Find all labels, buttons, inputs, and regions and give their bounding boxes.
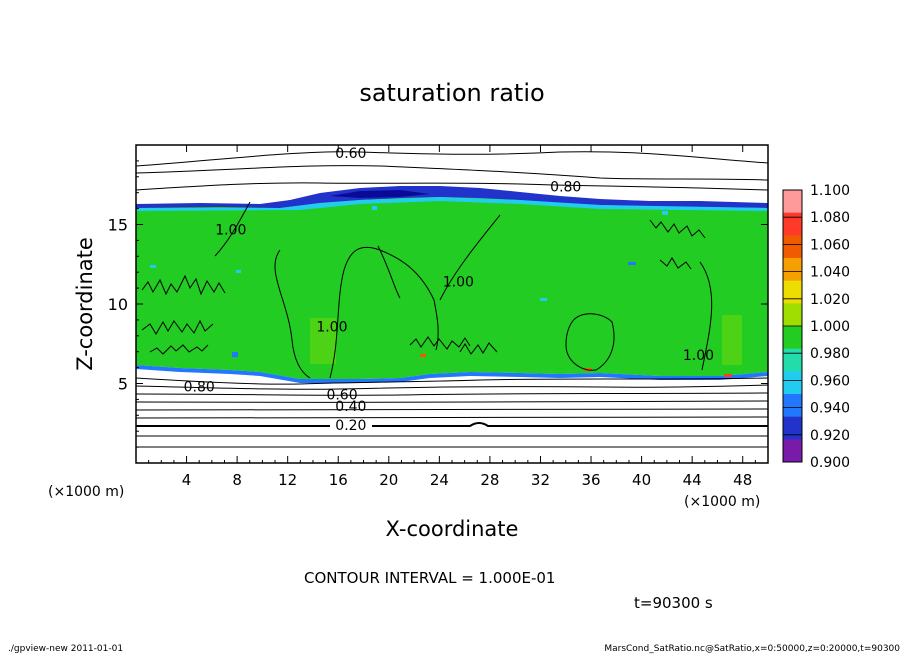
y-axis-label: Z-coordinate bbox=[73, 237, 97, 371]
y-tick-label: 10 bbox=[108, 295, 128, 314]
x-axis: 4 8 12 16 20 24 28 32 36 40 44 48 bbox=[148, 145, 756, 489]
x-tick-label: 4 bbox=[182, 471, 192, 489]
colorbar-label: 1.040 bbox=[810, 265, 850, 281]
colorbar-label: 1.000 bbox=[810, 319, 850, 335]
x-tick-label: 48 bbox=[733, 471, 752, 489]
x-tick-label: 40 bbox=[632, 471, 651, 489]
colorbar-swatch bbox=[783, 303, 802, 327]
colorbar-label: 1.020 bbox=[810, 292, 850, 308]
colorbar-swatch bbox=[783, 394, 802, 418]
footer-right: MarsCond_SatRatio.nc@SatRatio,x=0:50000,… bbox=[604, 644, 900, 654]
contour-label: 0.80 bbox=[550, 179, 581, 195]
colorbar-swatch bbox=[783, 371, 802, 395]
y-axis: 5 10 15 bbox=[108, 160, 768, 448]
contour-label: 0.60 bbox=[326, 388, 357, 404]
x-tick-label: 28 bbox=[480, 471, 499, 489]
dry-band-top bbox=[136, 186, 768, 208]
x-tick-label: 8 bbox=[232, 471, 242, 489]
colorbar-swatch bbox=[783, 439, 802, 463]
x-tick-label: 12 bbox=[278, 471, 297, 489]
x-axis-label: X-coordinate bbox=[386, 517, 519, 541]
contour-label: 1.00 bbox=[443, 275, 474, 291]
contour-label: 0.60 bbox=[335, 146, 366, 162]
colorbar-label: 0.940 bbox=[810, 401, 850, 417]
contour-label: 0.20 bbox=[335, 418, 366, 434]
contour-label: 0.80 bbox=[184, 380, 215, 396]
dry-band-bottom bbox=[136, 365, 768, 383]
contour-interval: CONTOUR INTERVAL = 1.000E-01 bbox=[304, 569, 555, 587]
x-tick-label: 20 bbox=[379, 471, 398, 489]
contour-label: 1.00 bbox=[215, 222, 246, 238]
colorbar-swatch bbox=[783, 348, 802, 372]
colorbar-swatch bbox=[783, 258, 802, 282]
chart-title: saturation ratio bbox=[359, 79, 544, 107]
colorbar-swatch bbox=[783, 280, 802, 304]
contour-label: 1.00 bbox=[316, 319, 347, 335]
colorbar-swatch bbox=[783, 190, 802, 214]
colorbar-swatch bbox=[783, 416, 802, 440]
colorbar-swatch bbox=[783, 326, 802, 350]
contour-label: 1.00 bbox=[683, 348, 714, 364]
time-stamp: t=90300 s bbox=[634, 594, 713, 612]
contour-label-layer: 0.600.801.001.001.001.000.80 0.600.400.20 bbox=[184, 146, 714, 434]
dry-band-top-core bbox=[330, 190, 430, 198]
x-tick-label: 32 bbox=[531, 471, 550, 489]
x-tick-label: 36 bbox=[581, 471, 600, 489]
dry-band-top-edge bbox=[136, 197, 768, 211]
saturation-field bbox=[136, 190, 768, 379]
colorbar-label: 1.100 bbox=[810, 183, 850, 199]
y-tick-label: 15 bbox=[108, 216, 128, 235]
colorbar-label: 0.980 bbox=[810, 346, 850, 362]
colorbar-swatch bbox=[783, 235, 802, 259]
colorbar-label: 0.900 bbox=[810, 455, 850, 471]
colorbar: 1.100 1.080 1.060 1.040 1.020 1.000 0.980 0.960… bbox=[782, 183, 850, 471]
x-tick-label: 16 bbox=[329, 471, 348, 489]
colorbar-label: 1.080 bbox=[810, 210, 850, 226]
x-unit-left: (×1000 m) bbox=[48, 484, 124, 500]
colorbar-label: 0.920 bbox=[810, 428, 850, 444]
x-unit-right: (×1000 m) bbox=[684, 494, 760, 510]
plot-area bbox=[136, 145, 768, 463]
footer-left: ./gpview-new 2011-01-01 bbox=[8, 644, 123, 654]
y-tick-label: 5 bbox=[118, 375, 128, 394]
x-tick-label: 24 bbox=[430, 471, 449, 489]
speckles bbox=[150, 206, 742, 377]
colorbar-label: 0.960 bbox=[810, 373, 850, 389]
contour-label: 0.40 bbox=[335, 399, 366, 415]
colorbar-label: 1.060 bbox=[810, 237, 850, 253]
colorbar-swatch bbox=[783, 212, 802, 236]
contour-lines bbox=[136, 151, 768, 448]
x-tick-label: 44 bbox=[683, 471, 702, 489]
